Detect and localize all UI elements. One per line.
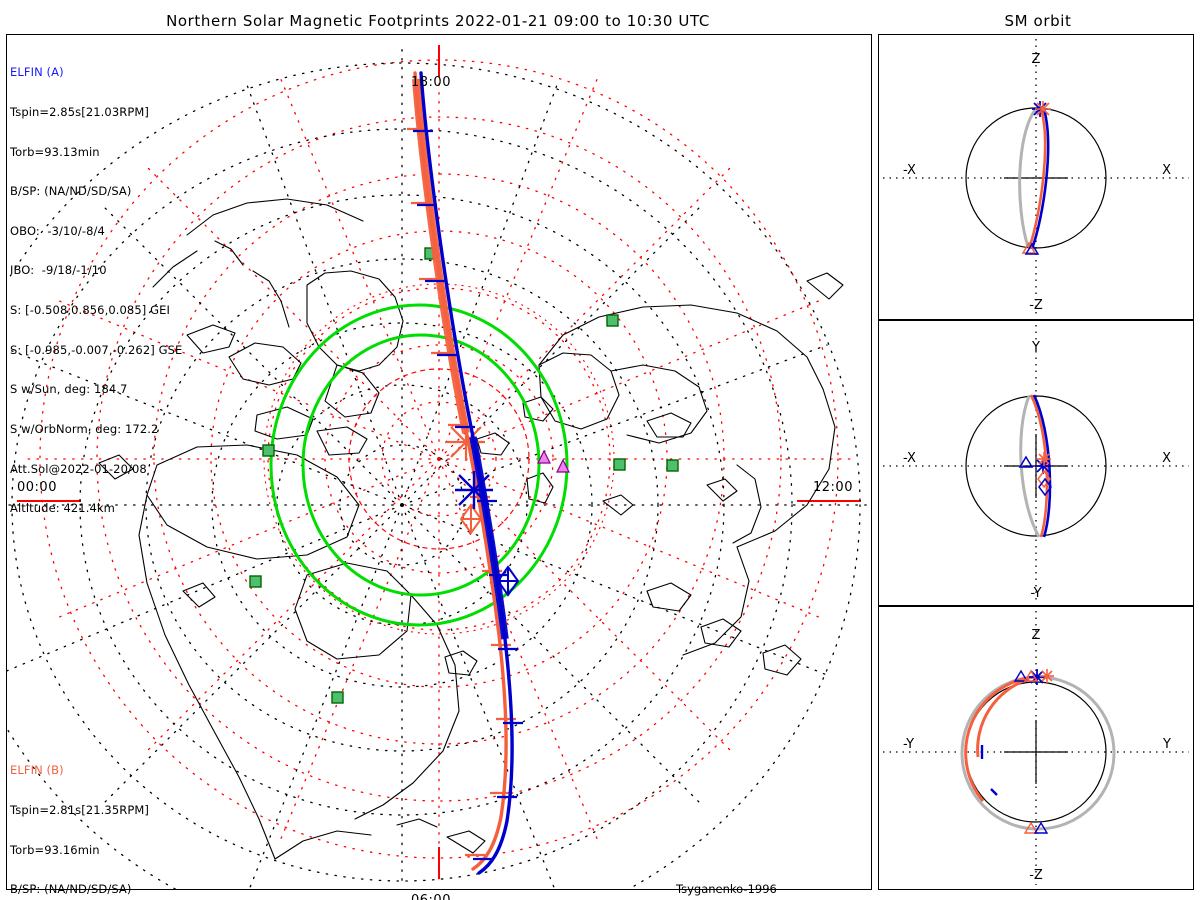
mlt-label-dawn: 06:00 — [411, 893, 451, 900]
elfin-b-line-1: Torb=93.16min — [10, 842, 100, 857]
elfin-a-line-8: S w/OrbNorm, deg: 172.2 — [10, 421, 159, 436]
axis-label-left: -X — [903, 451, 916, 466]
axis-label-bottom: -Y — [1030, 586, 1041, 601]
axis-label-bottom: -Z — [1029, 298, 1043, 313]
mlt-label-dusk: 18:00 — [411, 75, 451, 90]
elfin-a-line-2: B/SP: (NA/ND/SD/SA) — [10, 184, 132, 199]
eiscat-site-markers — [537, 449, 570, 473]
vlf-station-markers — [249, 247, 679, 704]
elfin-b-start-marker — [459, 503, 483, 535]
orbit-panel-title: SM orbit — [1004, 12, 1072, 30]
elfin-a-line-4: IBO: -9/18/-1/10 — [10, 263, 107, 278]
axis-label-left: -Y — [903, 737, 914, 752]
axis-label-top: Y — [1031, 340, 1040, 355]
elfin-a-line-5: S: [-0.508,0.856,0.085] GEI — [10, 303, 170, 318]
elfin-b-label: ELFIN (B) — [10, 763, 64, 778]
elfin-a-label: ELFIN (A) — [10, 65, 64, 80]
orbit-xz-graphic: Z -Z -X X — [883, 39, 1189, 315]
orbit-panel-yz[interactable]: Z -Z -Y Y — [878, 606, 1194, 890]
orbit-panel-xy[interactable]: Y -Y -X X — [878, 320, 1194, 606]
axis-label-top: Z — [1032, 52, 1041, 67]
mlt-label-noon: 12:00 — [813, 480, 853, 495]
elfin-a-line-10: Altitude: 421.4km — [10, 501, 115, 516]
credits-block: Tsyganenko-1996 Created: Fri Jan 13 18:1… — [676, 856, 871, 900]
axis-label-right: Y — [1162, 737, 1171, 752]
elfin-a-line-7: S w/Sun, deg: 184.7 — [10, 382, 128, 397]
footprint-map-graphic — [7, 44, 871, 889]
elfin-b-line-2: B/SP: (NA/ND/SD/SA) — [10, 882, 132, 897]
model-name: Tsyganenko-1996 — [676, 881, 777, 896]
orbit-yz-graphic: Z -Z -Y Y — [883, 611, 1189, 885]
elfin-a-line-1: Torb=93.13min — [10, 144, 100, 159]
axis-label-right: X — [1162, 163, 1171, 178]
elfin-a-start-marker — [496, 565, 520, 597]
elfin-a-line-9: Att.Sol@2022-01-20/08 — [10, 461, 147, 476]
elfin-a-end-marker — [455, 471, 493, 509]
elfin-a-line-6: S: [-0.985,-0.007,-0.262] GSE — [10, 342, 183, 357]
elfin-a-line-3: OBO: -3/10/-8/4 — [10, 223, 105, 238]
footprint-map-panel[interactable]: 00:00 12:00 18:00 06:00 — [6, 34, 872, 900]
orbit-panel-xz[interactable]: Z -Z -X X — [878, 34, 1194, 320]
orbit-xy-graphic: Y -Y -X X — [883, 325, 1189, 601]
axis-label-top: Z — [1032, 628, 1041, 643]
elfin-a-line-0: Tspin=2.85s[21.03RPM] — [10, 105, 149, 120]
elfin-b-info-panel: ELFIN (B) Tspin=2.81s[21.35RPM] Torb=93.… — [10, 738, 174, 900]
axis-label-bottom: -Z — [1029, 868, 1043, 883]
elfin-b-line-0: Tspin=2.81s[21.35RPM] — [10, 803, 149, 818]
mlt-label-midnight: 00:00 — [17, 480, 57, 495]
page-title: Northern Solar Magnetic Footprints 2022-… — [166, 12, 710, 30]
axis-label-left: -X — [903, 163, 916, 178]
axis-label-right: X — [1162, 451, 1171, 466]
elfin-a-info-panel: ELFIN (A) Tspin=2.85s[21.03RPM] Torb=93.… — [10, 40, 182, 542]
